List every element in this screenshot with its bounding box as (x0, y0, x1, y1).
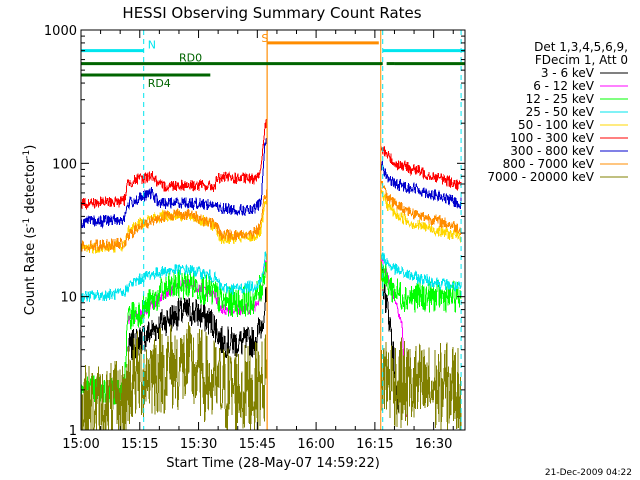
y-axis-label: Count Rate (s-1 detector-1) (22, 145, 38, 316)
series-line-100-300-kev (80, 118, 462, 210)
flag-label-s: S (261, 32, 268, 45)
legend-label: 800 - 7000 keV (503, 157, 595, 171)
series-line-800-7000-kev (80, 180, 462, 253)
legend-label: 25 - 50 keV (526, 105, 595, 119)
x-axis-label: Start Time (28-May-07 14:59:22) (166, 456, 380, 471)
plot-frame (80, 29, 466, 431)
legend-label: 100 - 300 keV (510, 131, 594, 145)
series-line-7000-20000-kev (80, 322, 462, 431)
legend-label: 50 - 100 keV (518, 118, 595, 132)
legend-label: 3 - 6 keV (541, 66, 595, 80)
legend-label: 6 - 12 keV (533, 79, 595, 93)
series-line-12-25-kev (80, 261, 462, 406)
chart-title: HESSI Observing Summary Count Rates (122, 4, 421, 22)
flag-label-rd0: RD0 (179, 52, 202, 65)
legend-label: 7000 - 20000 keV (487, 170, 594, 184)
x-tick-label: 16:30 (415, 437, 452, 452)
y-axis-label-end: ) (23, 145, 38, 150)
legend-header-1: Det 1,3,4,5,6,9, (534, 40, 628, 54)
y-tick-label: 1000 (44, 24, 77, 39)
legend-label: 12 - 25 keV (526, 92, 595, 106)
series-line-25-50-kev (80, 251, 462, 303)
x-tick-label: 15:00 (62, 437, 99, 452)
y-axis-label-main: Count Rate (s (23, 227, 38, 316)
legend: Det 1,3,4,5,6,9, FDecim 1, Att 0 3 - 6 k… (487, 40, 628, 184)
x-axis: 15:00 15:15 15:30 15:45 16:00 16:15 16:30 (62, 30, 454, 452)
legend-header-2: FDecim 1, Att 0 (535, 53, 628, 67)
y-tick-label: 100 (52, 157, 77, 172)
series-line-300-800-kev (80, 137, 462, 229)
footer-timestamp: 21-Dec-2009 04:22 (545, 468, 632, 478)
plot-data-group (80, 118, 462, 431)
y-tick-label: 10 (60, 291, 77, 306)
y-axis-label-mid: detector (23, 158, 38, 218)
flag-label-n: N (148, 39, 156, 52)
y-axis-label-sup2: -1 (22, 150, 32, 159)
legend-label: 300 - 800 keV (510, 144, 594, 158)
y-axis-label-sup1: -1 (22, 218, 32, 227)
flag-label-rd4: RD4 (148, 77, 171, 90)
x-tick-label: 15:30 (180, 437, 217, 452)
x-tick-label: 16:15 (356, 437, 393, 452)
x-tick-label: 16:00 (297, 437, 334, 452)
y-tick-label: 1 (69, 424, 77, 439)
x-tick-label: 15:45 (239, 437, 276, 452)
x-tick-label: 15:15 (121, 437, 158, 452)
series-line-50-100-kev (80, 187, 462, 255)
y-axis: 1 10 100 1000 (44, 24, 465, 439)
